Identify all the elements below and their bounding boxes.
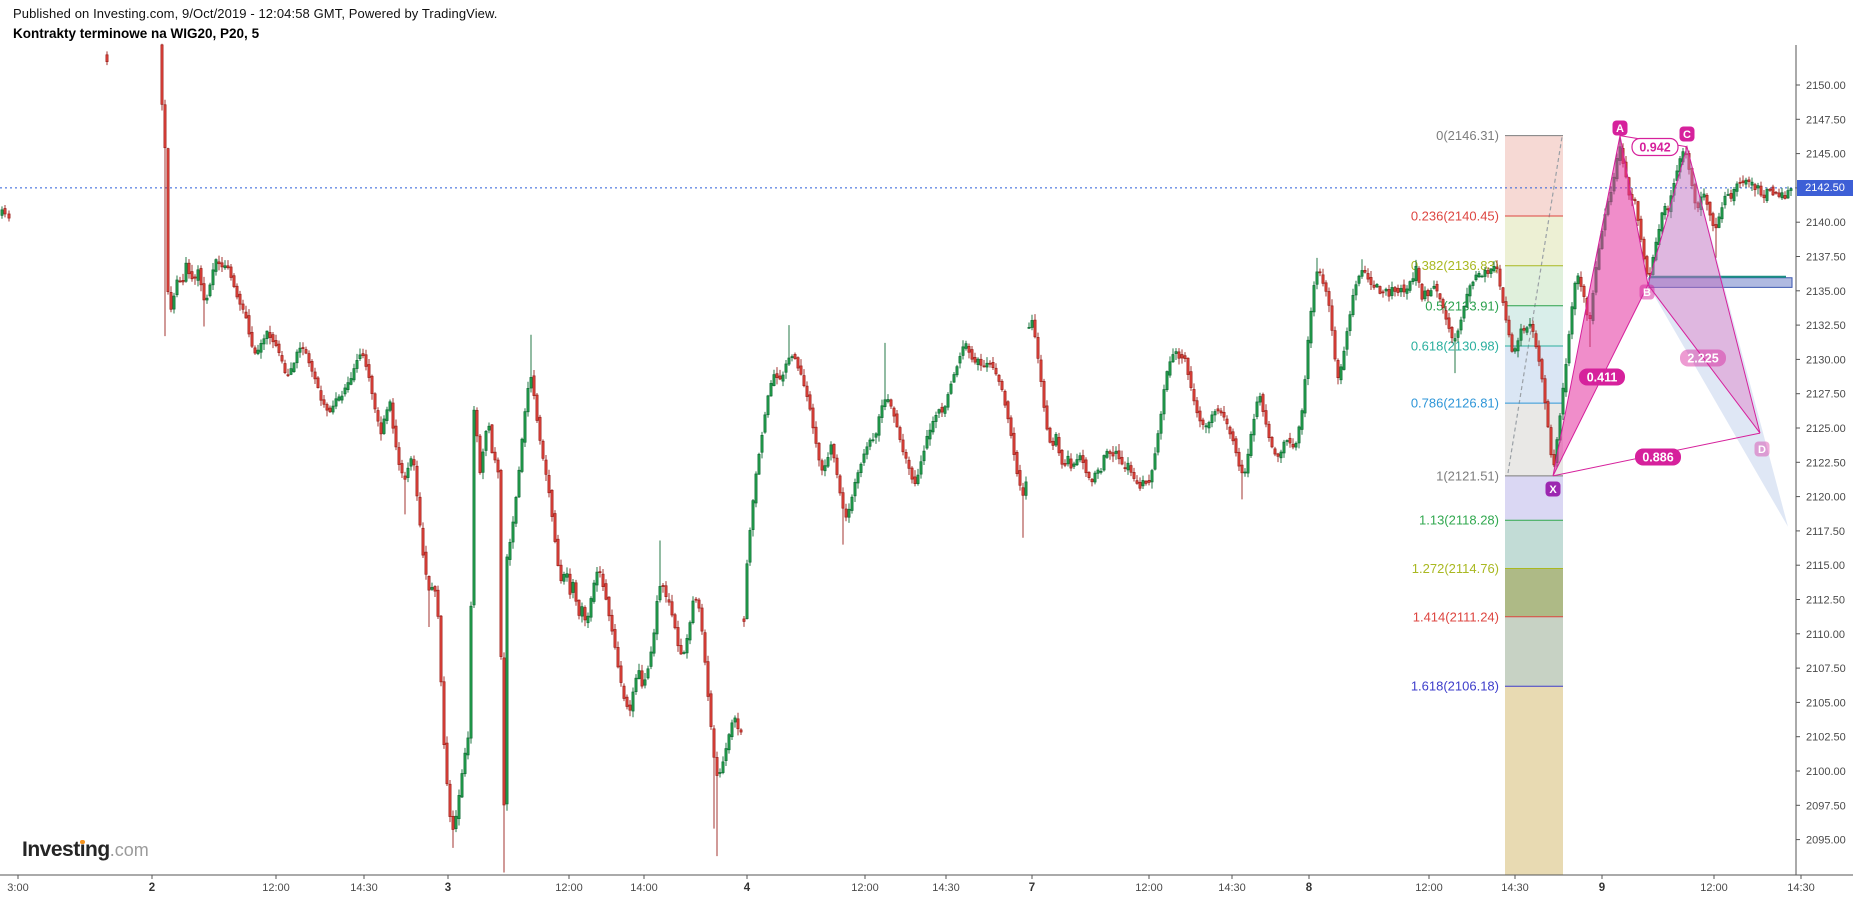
svg-text:2112.50: 2112.50 [1806,595,1845,607]
svg-text:8: 8 [1306,882,1313,894]
svg-text:2.225: 2.225 [1687,352,1718,366]
svg-text:12:00: 12:00 [262,882,290,894]
svg-text:B: B [1643,287,1651,299]
logo-suffix: .com [109,840,149,860]
svg-text:1.414(2111.24): 1.414(2111.24) [1413,609,1499,624]
svg-text:2127.50: 2127.50 [1806,389,1846,401]
svg-text:9: 9 [1599,882,1605,894]
svg-text:0.942: 0.942 [1639,141,1670,155]
svg-text:2097.50: 2097.50 [1806,800,1846,812]
svg-text:12:00: 12:00 [1700,882,1728,894]
svg-text:4: 4 [744,882,751,894]
chart-title: Kontrakty terminowe na WIG20, P20, 5 [13,26,260,41]
svg-text:2117.50: 2117.50 [1806,526,1845,538]
xabcd-pattern[interactable]: 0.942 0.411 2.225 0.886 A C B X D [1545,120,1789,527]
svg-text:2122.50: 2122.50 [1806,457,1846,469]
header: Published on Investing.com, 9/Oct/2019 -… [13,6,498,41]
svg-text:0.382(2136.83): 0.382(2136.83) [1411,258,1499,273]
svg-text:2130.00: 2130.00 [1806,354,1846,366]
svg-text:0.5(2133.91): 0.5(2133.91) [1425,298,1499,313]
svg-text:2120.00: 2120.00 [1806,492,1846,504]
svg-text:14:00: 14:00 [630,882,658,894]
svg-text:2132.50: 2132.50 [1806,320,1846,332]
svg-text:12:00: 12:00 [555,882,583,894]
svg-text:2107.50: 2107.50 [1806,663,1846,675]
svg-text:A: A [1616,123,1624,135]
investing-logo[interactable]: Investing.com [22,838,149,862]
svg-text:14:30: 14:30 [1218,882,1246,894]
svg-text:1.618(2106.18): 1.618(2106.18) [1411,679,1499,694]
svg-text:0.236(2140.45): 0.236(2140.45) [1411,209,1499,224]
svg-text:1.13(2118.28): 1.13(2118.28) [1419,513,1499,528]
svg-text:2125.00: 2125.00 [1806,423,1846,435]
svg-text:X: X [1549,484,1557,496]
svg-text:14:30: 14:30 [1787,882,1815,894]
svg-text:0(2146.31): 0(2146.31) [1436,128,1499,143]
logo-brand: Investing [22,838,110,861]
svg-text:14:30: 14:30 [350,882,378,894]
svg-text:3:00: 3:00 [7,882,28,894]
logo-orange-dot-icon: i [79,838,86,861]
svg-text:2135.00: 2135.00 [1806,286,1846,298]
svg-text:12:00: 12:00 [1135,882,1163,894]
svg-text:0.786(2126.81): 0.786(2126.81) [1411,396,1499,411]
svg-text:1(2121.51): 1(2121.51) [1436,468,1499,483]
svg-text:2105.00: 2105.00 [1806,697,1846,709]
svg-text:14:30: 14:30 [932,882,960,894]
svg-text:2115.00: 2115.00 [1806,560,1845,572]
svg-text:12:00: 12:00 [1415,882,1443,894]
svg-text:2095.00: 2095.00 [1806,835,1846,847]
svg-text:7: 7 [1029,882,1035,894]
svg-text:0.411: 0.411 [1587,371,1618,385]
current-price-badge: 2142.50 [1797,180,1853,196]
svg-text:2102.50: 2102.50 [1806,732,1846,744]
svg-text:3: 3 [445,882,451,894]
svg-text:2150.00: 2150.00 [1806,80,1846,92]
svg-text:1.272(2114.76): 1.272(2114.76) [1412,561,1499,576]
fibonacci-retracement[interactable]: 0(2146.31) 0.236(2140.45) 0.382(2136.83) 0.… [1411,128,1563,875]
svg-text:2147.50: 2147.50 [1806,114,1846,126]
svg-text:2110.00: 2110.00 [1806,629,1845,641]
svg-text:2100.00: 2100.00 [1806,766,1846,778]
svg-text:C: C [1683,129,1691,141]
price-axis[interactable]: 2150.002147.502145.002142.502140.002137.… [1795,45,1846,875]
svg-text:2140.00: 2140.00 [1806,217,1846,229]
svg-text:2: 2 [149,882,155,894]
published-line: Published on Investing.com, 9/Oct/2019 -… [13,6,498,21]
svg-text:0.886: 0.886 [1642,451,1673,465]
svg-text:2137.50: 2137.50 [1806,252,1846,264]
time-axis[interactable]: 3:00 2 12:00 14:30 3 12:00 14:00 4 12:00 14:30 7 12… [0,874,1853,894]
svg-text:2145.00: 2145.00 [1806,149,1846,161]
svg-text:14:30: 14:30 [1501,882,1529,894]
svg-text:12:00: 12:00 [851,882,879,894]
candlestick-series[interactable] [0,43,1793,873]
svg-text:D: D [1758,444,1766,456]
